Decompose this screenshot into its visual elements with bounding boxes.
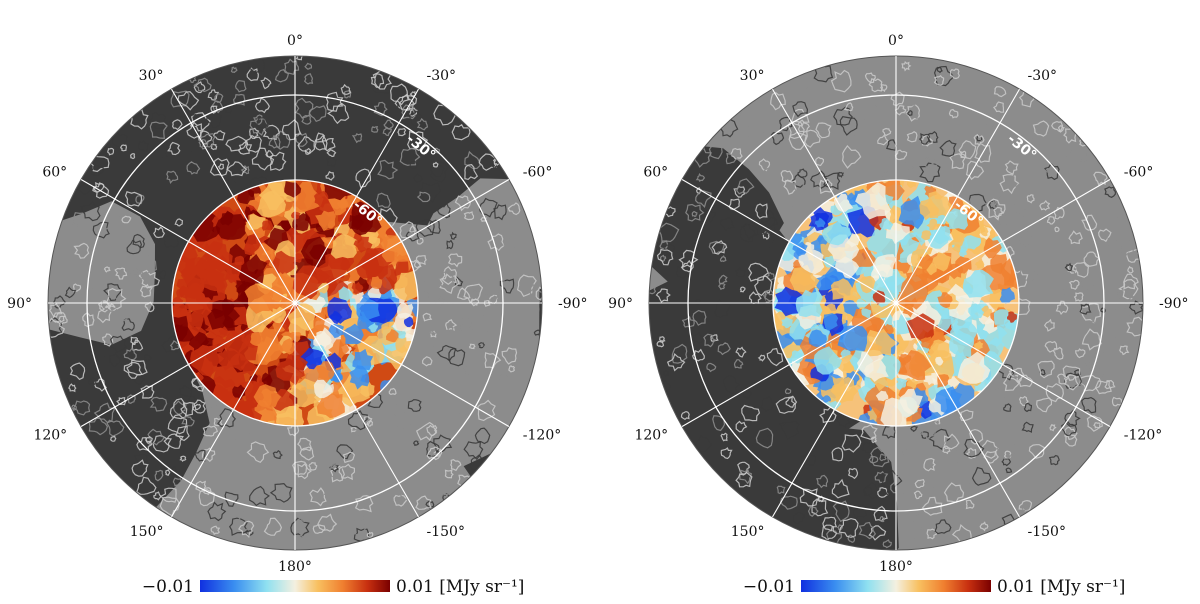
- colorbar-max-label: 0.01 [MJy sr⁻¹]: [396, 577, 524, 597]
- colorbar: −0.01 0.01 [MJy sr⁻¹]: [743, 577, 1126, 597]
- colorbar: −0.01 0.01 [MJy sr⁻¹]: [142, 577, 525, 597]
- longitude-label: 60°: [42, 165, 67, 181]
- graticule: [47, 55, 543, 551]
- longitude-label: 180°: [879, 559, 913, 575]
- longitude-label: -150°: [1028, 524, 1066, 540]
- meridian-line: [895, 302, 1111, 427]
- meridian-line: [294, 302, 419, 518]
- colorbar-min-label: −0.01: [743, 577, 795, 597]
- meridian-line: [171, 88, 296, 304]
- longitude-label: 30°: [740, 68, 765, 84]
- meridian-line: [681, 302, 897, 427]
- map-panel-right: 0° 30° 60° 90° 120° 150° 180° -150° -120° -90° -60…: [608, 33, 1188, 597]
- longitude-label: -120°: [1124, 428, 1162, 444]
- meridian-line: [895, 88, 1020, 304]
- longitude-label: 90°: [7, 296, 32, 312]
- longitude-label: -30°: [427, 68, 457, 84]
- longitude-label: 30°: [139, 68, 164, 84]
- sky-region: [48, 201, 155, 345]
- colorbar-gradient: [801, 580, 991, 592]
- longitude-label: 180°: [278, 559, 312, 575]
- longitude-label: 150°: [130, 524, 164, 540]
- longitude-label: -120°: [523, 428, 561, 444]
- longitude-label: 120°: [33, 428, 67, 444]
- meridian-line: [681, 179, 897, 304]
- colorbar-min-label: −0.01: [142, 577, 194, 597]
- map-panel-left: 0° 30° 60° 90° 120° 150° 180° -150° -120° -90° -60…: [7, 33, 587, 597]
- longitude-label: -150°: [427, 524, 465, 540]
- longitude-label: 0°: [287, 33, 303, 49]
- meridian-line: [895, 179, 1111, 304]
- meridian-line: [772, 302, 897, 518]
- longitude-label: 120°: [634, 428, 668, 444]
- meridian-line: [294, 179, 510, 304]
- longitude-label: -60°: [1124, 165, 1154, 181]
- longitude-label: 60°: [643, 165, 668, 181]
- meridian-line: [171, 302, 296, 518]
- graticule: [648, 55, 1144, 551]
- meridian-line: [895, 302, 1020, 518]
- longitude-label: 90°: [608, 296, 633, 312]
- longitude-labels: 0° 30° 60° 90° 120° 150° 180° -150° -120° -90° -60…: [608, 33, 1188, 575]
- meridian-line: [80, 179, 296, 304]
- meridian-line: [772, 88, 897, 304]
- longitude-label: 0°: [888, 33, 904, 49]
- longitude-label: -90°: [1159, 296, 1189, 312]
- colorbar-gradient: [200, 580, 390, 592]
- longitude-labels: 0° 30° 60° 90° 120° 150° 180° -150° -120° -90° -60…: [7, 33, 587, 575]
- colorbar-max-label: 0.01 [MJy sr⁻¹]: [997, 577, 1125, 597]
- meridian-line: [80, 302, 296, 427]
- longitude-label: 150°: [731, 524, 765, 540]
- longitude-label: -60°: [523, 165, 553, 181]
- meridian-line: [294, 88, 419, 304]
- longitude-label: -30°: [1028, 68, 1058, 84]
- longitude-label: -90°: [558, 296, 588, 312]
- meridian-line: [294, 302, 510, 427]
